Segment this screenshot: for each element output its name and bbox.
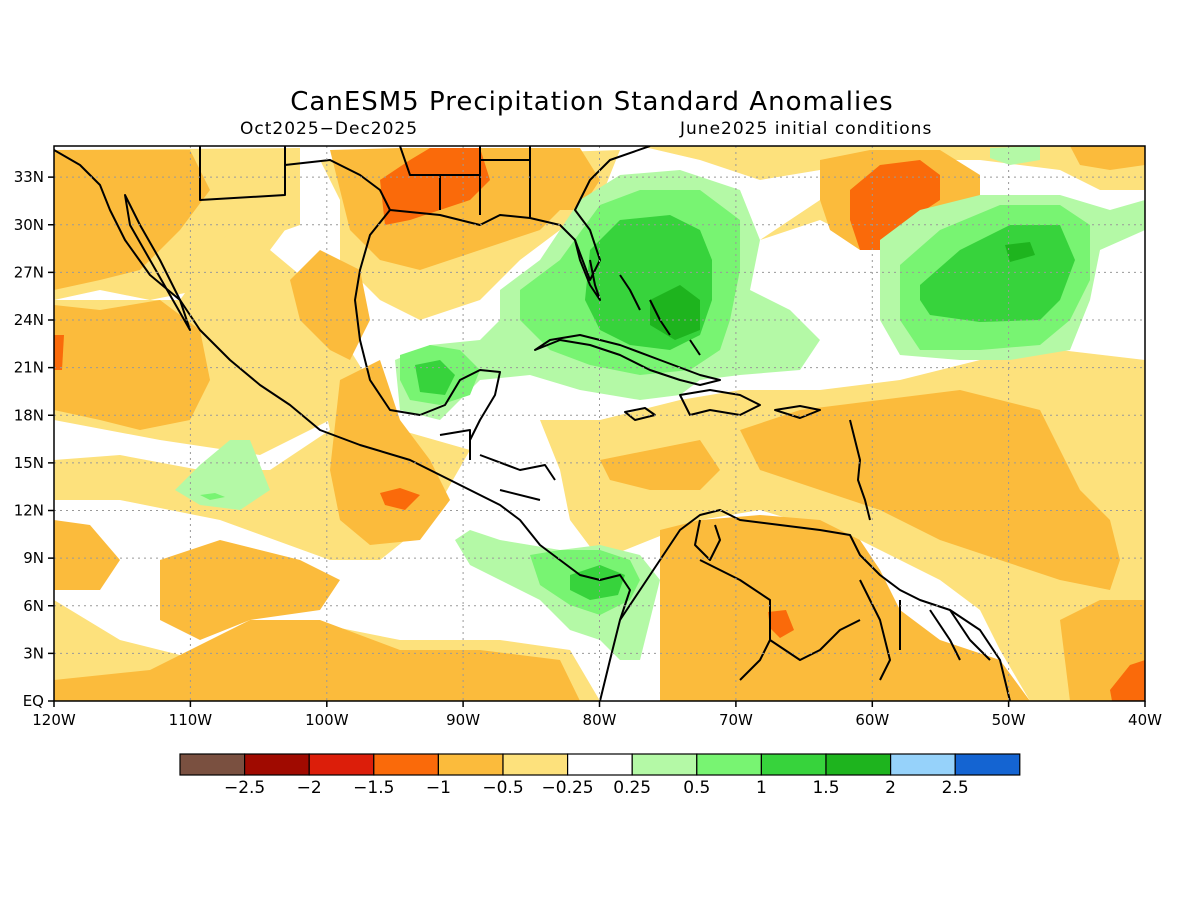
anomaly-field: [54, 146, 1145, 701]
colorbar-swatch: [631, 753, 698, 776]
lat-tick-label: 12N: [14, 502, 44, 520]
map-title: CanESM5 Precipitation Standard Anomalies: [290, 87, 893, 117]
colorbar-swatch: [889, 753, 956, 776]
lat-tick-label: 6N: [23, 597, 44, 615]
lat-tick-label: 9N: [23, 549, 44, 567]
colorbar-swatch: [308, 753, 375, 776]
lat-tick-label: 18N: [14, 406, 44, 424]
colorbar-label: −1: [426, 778, 451, 798]
lon-tick-label: 120W: [32, 711, 76, 729]
colorbar-swatch: [373, 753, 439, 776]
colorbar-label: 2.5: [942, 778, 969, 798]
lon-tick-label: 70W: [719, 711, 753, 729]
colorbar-label: 1.5: [812, 778, 839, 798]
colorbar-label: 0.25: [613, 778, 651, 798]
lon-tick-label: 110W: [169, 711, 213, 729]
lon-tick-label: 90W: [446, 711, 480, 729]
lon-tick-label: 40W: [1128, 711, 1162, 729]
colorbar-label: 0.5: [683, 778, 710, 798]
colorbar-swatch: [437, 753, 504, 776]
latitude-axis: EQ 3N 6N 9N 12N 15N 18N 21N 24N 27N 30N …: [14, 168, 44, 710]
colorbar-swatch: [760, 753, 827, 776]
lon-tick-label: 50W: [992, 711, 1026, 729]
period-subtitle: Oct2025−Dec2025: [240, 119, 418, 139]
colorbar-swatch: [502, 753, 569, 776]
colorbar-label: −0.25: [542, 778, 594, 798]
colorbar-label: 2: [885, 778, 896, 798]
colorbar-swatch: [696, 753, 762, 776]
colorbar-label: −2: [297, 778, 322, 798]
colorbar-label: −1.5: [353, 778, 394, 798]
lon-tick-label: 80W: [583, 711, 617, 729]
lon-tick-label: 100W: [305, 711, 349, 729]
colorbar-label: −2.5: [224, 778, 265, 798]
colorbar: −2.5 −2 −1.5 −1 −0.5 −0.25 0.25 0.5 1 1.5 2 2.5: [179, 753, 1021, 798]
colorbar-label: 1: [756, 778, 767, 798]
lat-tick-label: 21N: [14, 359, 44, 377]
lon-tick-label: 60W: [855, 711, 889, 729]
lat-tick-label: 24N: [14, 311, 44, 329]
lat-tick-label: 27N: [14, 263, 44, 281]
colorbar-label: −0.5: [482, 778, 523, 798]
colorbar-swatch: [825, 753, 892, 776]
colorbar-swatch: [954, 753, 1021, 776]
lat-tick-label: 3N: [23, 644, 44, 662]
colorbar-swatch: [566, 753, 633, 776]
lat-tick-label: EQ: [23, 692, 44, 710]
lat-tick-label: 30N: [14, 216, 44, 234]
colorbar-swatch: [244, 753, 310, 776]
colorbar-swatch: [179, 753, 246, 776]
longitude-axis: 120W 110W 100W 90W 80W 70W 60W 50W 40W: [32, 711, 1162, 729]
lat-tick-label: 15N: [14, 454, 44, 472]
lat-tick-label: 33N: [14, 168, 44, 186]
init-subtitle: June2025 initial conditions: [679, 119, 932, 139]
